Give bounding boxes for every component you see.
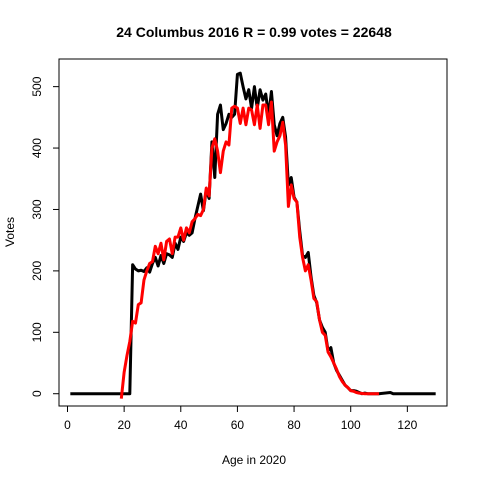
y-tick-label: 100 bbox=[30, 322, 44, 342]
chart-title: 24 Columbus 2016 R = 0.99 votes = 22648 bbox=[116, 24, 392, 40]
x-axis-label: Age in 2020 bbox=[222, 453, 286, 467]
y-tick-label: 400 bbox=[30, 138, 44, 158]
x-tick-label: 60 bbox=[231, 418, 245, 432]
series-line-2 bbox=[119, 100, 380, 399]
x-tick-label: 80 bbox=[287, 418, 301, 432]
x-tick-label: 0 bbox=[64, 418, 71, 432]
x-tick-label: 40 bbox=[174, 418, 188, 432]
y-axis-label: Votes bbox=[3, 217, 17, 247]
y-tick-label: 0 bbox=[30, 390, 44, 397]
x-axis: 0 20 40 60 80 100 120 bbox=[64, 405, 418, 432]
x-tick-label: 100 bbox=[341, 418, 361, 432]
y-axis: 0 100 200 300 400 500 bbox=[30, 76, 59, 397]
x-tick-label: 20 bbox=[117, 418, 131, 432]
y-tick-label: 200 bbox=[30, 261, 44, 281]
y-tick-label: 500 bbox=[30, 76, 44, 96]
y-tick-label: 300 bbox=[30, 199, 44, 219]
series-layer bbox=[70, 71, 436, 399]
x-tick-label: 120 bbox=[397, 418, 417, 432]
